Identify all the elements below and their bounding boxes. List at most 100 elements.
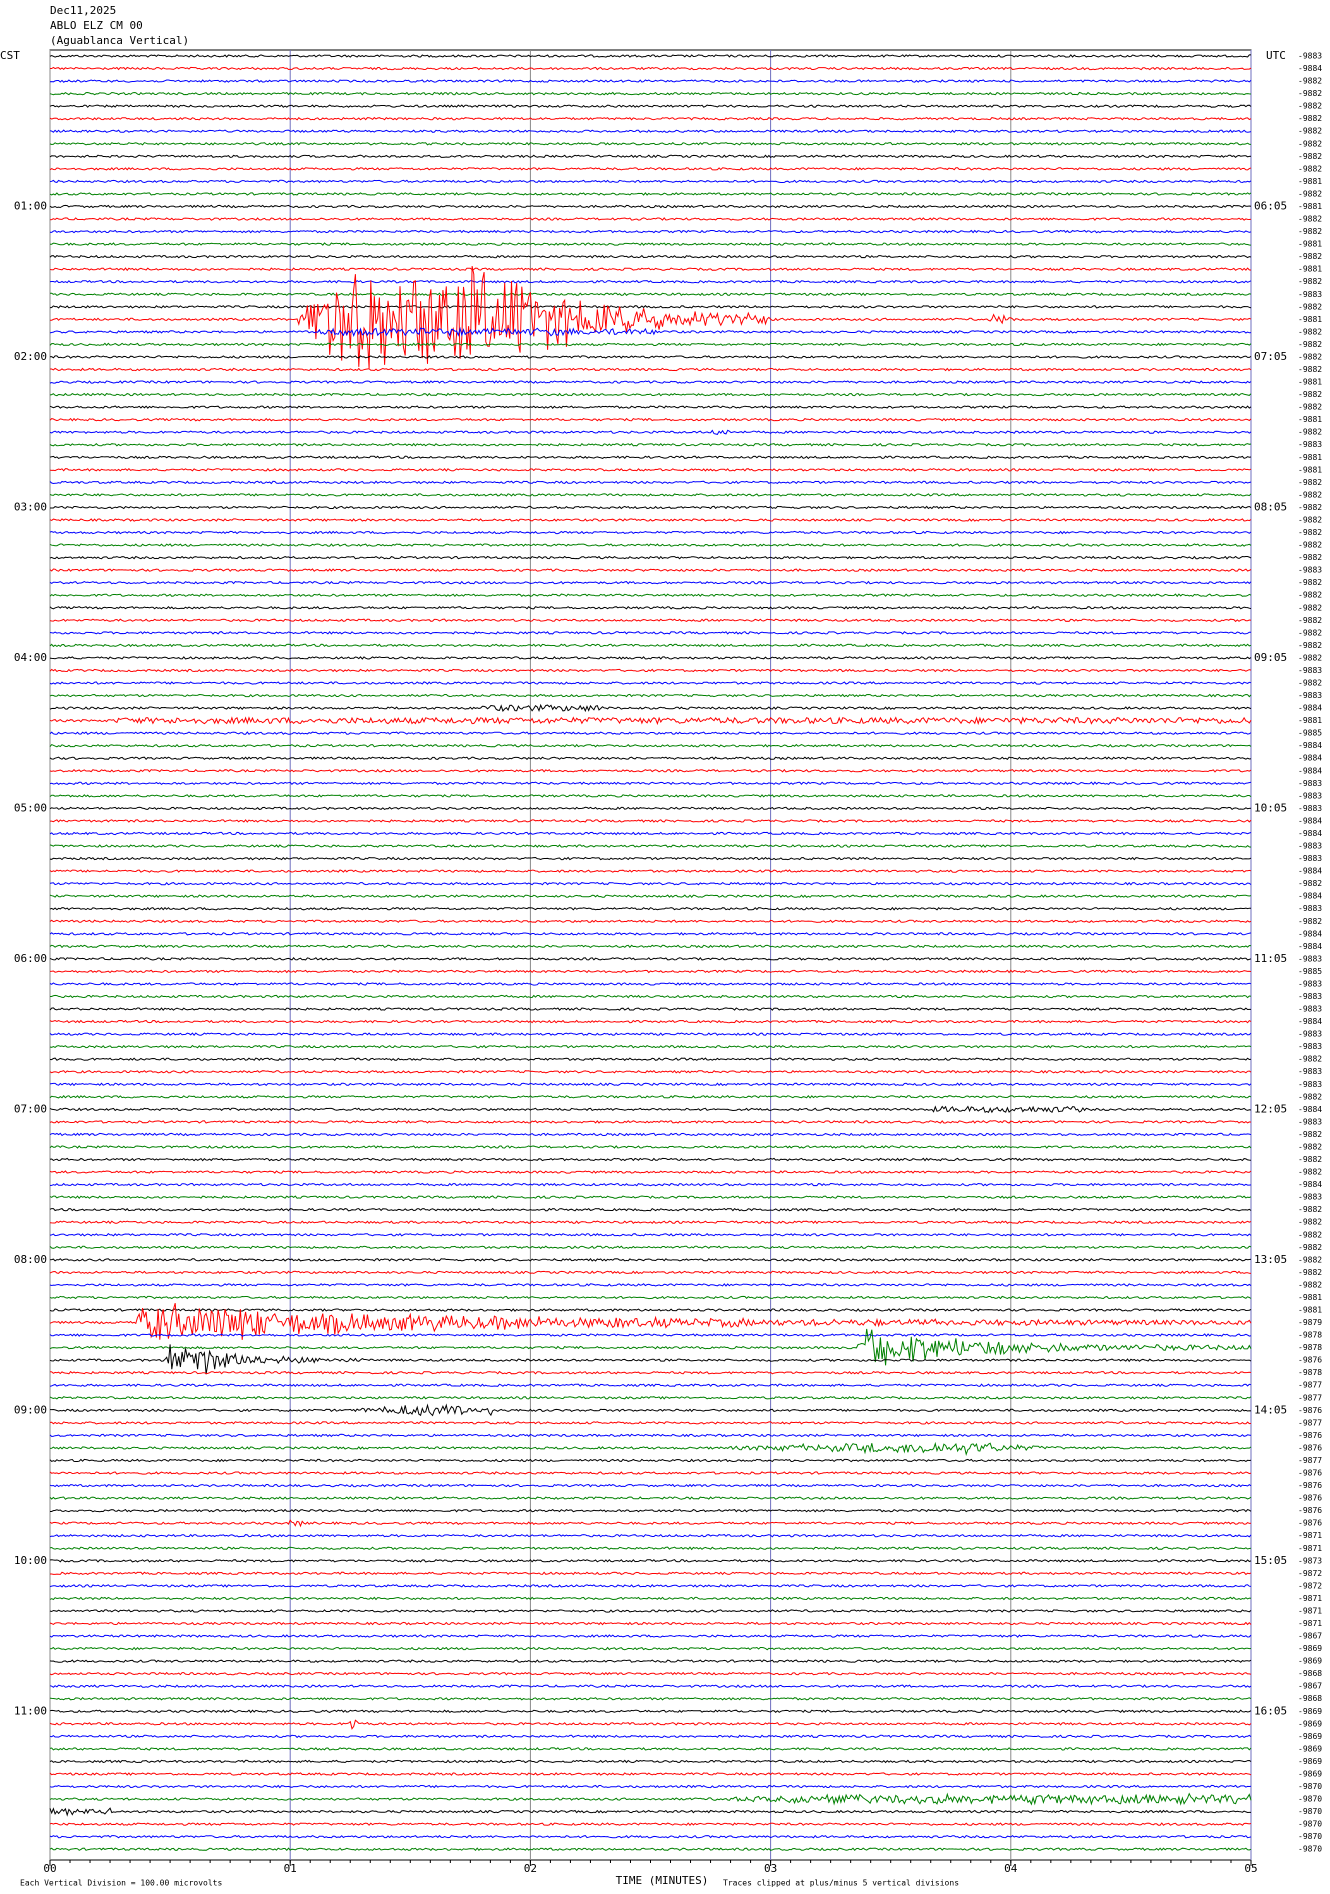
trace-offset: -9884	[1298, 1017, 1322, 1026]
trace-offset: -9871	[1298, 1606, 1322, 1615]
trace-offset: -9882	[1298, 1130, 1322, 1139]
trace	[49, 1032, 1252, 1036]
trace	[49, 1344, 1252, 1375]
trace	[49, 1483, 1252, 1488]
trace	[49, 1558, 1252, 1563]
trace	[49, 1283, 1252, 1287]
trace	[49, 618, 1252, 623]
trace-offset: -9883	[1298, 1067, 1322, 1076]
trace	[49, 305, 1252, 309]
trace	[49, 1295, 1252, 1300]
trace	[49, 1519, 1252, 1528]
trace	[49, 417, 1252, 422]
trace-offset: -9883	[1298, 979, 1322, 988]
trace-offset: -9882	[1298, 1055, 1322, 1064]
trace	[49, 1044, 1252, 1049]
trace-offset: -9869	[1298, 1644, 1322, 1653]
trace-offset: -9882	[1298, 89, 1322, 98]
trace-offset: -9876	[1298, 1481, 1322, 1490]
trace-offset: -9881	[1298, 177, 1322, 186]
cst-hour-label: 07:00	[14, 1102, 47, 1115]
trace-offset: -9872	[1298, 1569, 1322, 1578]
trace-offset: -9883	[1298, 1193, 1322, 1202]
trace	[49, 894, 1252, 899]
trace	[49, 265, 1252, 369]
trace-offset: -9882	[1298, 252, 1322, 261]
trace	[49, 1584, 1252, 1588]
x-tick-label: 04	[1004, 1862, 1018, 1875]
trace-offset: -9882	[1298, 189, 1322, 198]
trace	[49, 555, 1252, 560]
trace	[49, 1546, 1252, 1551]
trace	[49, 1057, 1252, 1061]
trace-offset: -9884	[1298, 766, 1322, 775]
trace	[49, 631, 1252, 635]
trace-offset: -9882	[1298, 541, 1322, 550]
trace-offset: -9870	[1298, 1845, 1322, 1854]
trace	[49, 1302, 1252, 1340]
trace	[49, 1759, 1252, 1764]
trace-offset: -9870	[1298, 1832, 1322, 1841]
trace-offset: -9883	[1298, 954, 1322, 963]
trace	[49, 1258, 1252, 1262]
trace	[49, 1270, 1252, 1275]
trace-offset: -9882	[1298, 1218, 1322, 1227]
trace-offset: -9885	[1298, 729, 1322, 738]
trace-offset: -9883	[1298, 52, 1322, 61]
trace	[50, 1571, 1252, 1576]
trace	[49, 467, 1252, 472]
trace	[49, 442, 1252, 447]
trace	[49, 768, 1252, 773]
trace	[49, 1609, 1252, 1613]
trace-offset: -9883	[1298, 691, 1322, 700]
trace-offset: -9883	[1298, 904, 1322, 913]
trace-offset: -9882	[1298, 403, 1322, 412]
trace-offset: -9881	[1298, 1293, 1322, 1302]
trace	[49, 1105, 1252, 1114]
trace	[49, 756, 1252, 761]
trace	[49, 1157, 1252, 1162]
trace-offset: -9882	[1298, 515, 1322, 524]
trace-offset: -9870	[1298, 1795, 1322, 1804]
trace-offset: -9884	[1298, 942, 1322, 951]
trace	[49, 242, 1252, 246]
cst-hour-label: 11:00	[14, 1704, 47, 1717]
trace-offset: -9881	[1298, 378, 1322, 387]
trace	[49, 580, 1252, 585]
trace-offset: -9882	[1298, 1280, 1322, 1289]
x-tick-label: 02	[524, 1862, 537, 1875]
utc-hour-label: 16:05	[1254, 1704, 1287, 1717]
trace	[49, 656, 1252, 660]
trace	[49, 104, 1252, 108]
trace	[49, 844, 1252, 848]
trace	[49, 1659, 1252, 1663]
trace-offset: -9871	[1298, 1594, 1322, 1603]
trace	[49, 806, 1252, 811]
trace	[50, 994, 1252, 999]
trace-offset: -9882	[1298, 679, 1322, 688]
trace	[49, 1019, 1252, 1024]
trace	[49, 1458, 1252, 1463]
trace	[49, 693, 1252, 698]
left-axis-title: CST	[0, 49, 20, 62]
cst-hour-label: 02:00	[14, 350, 47, 363]
trace	[49, 1170, 1252, 1174]
trace	[49, 129, 1252, 134]
trace-offset: -9871	[1298, 1531, 1322, 1540]
trace	[49, 1847, 1252, 1852]
trace	[49, 1069, 1252, 1074]
cst-hour-label: 05:00	[14, 801, 47, 814]
x-tick-label: 01	[284, 1862, 297, 1875]
trace	[49, 731, 1252, 735]
trace	[49, 326, 1252, 338]
cst-hour-label: 10:00	[14, 1554, 47, 1567]
trace-offset: -9881	[1298, 202, 1322, 211]
trace-offset: -9867	[1298, 1682, 1322, 1691]
trace	[49, 703, 1252, 713]
trace-offset: -9877	[1298, 1418, 1322, 1427]
trace-offset: -9884	[1298, 754, 1322, 763]
trace	[49, 79, 1252, 83]
trace-offset: -9884	[1298, 929, 1322, 938]
x-tick-label: 05	[1244, 1862, 1257, 1875]
trace	[49, 1207, 1252, 1212]
